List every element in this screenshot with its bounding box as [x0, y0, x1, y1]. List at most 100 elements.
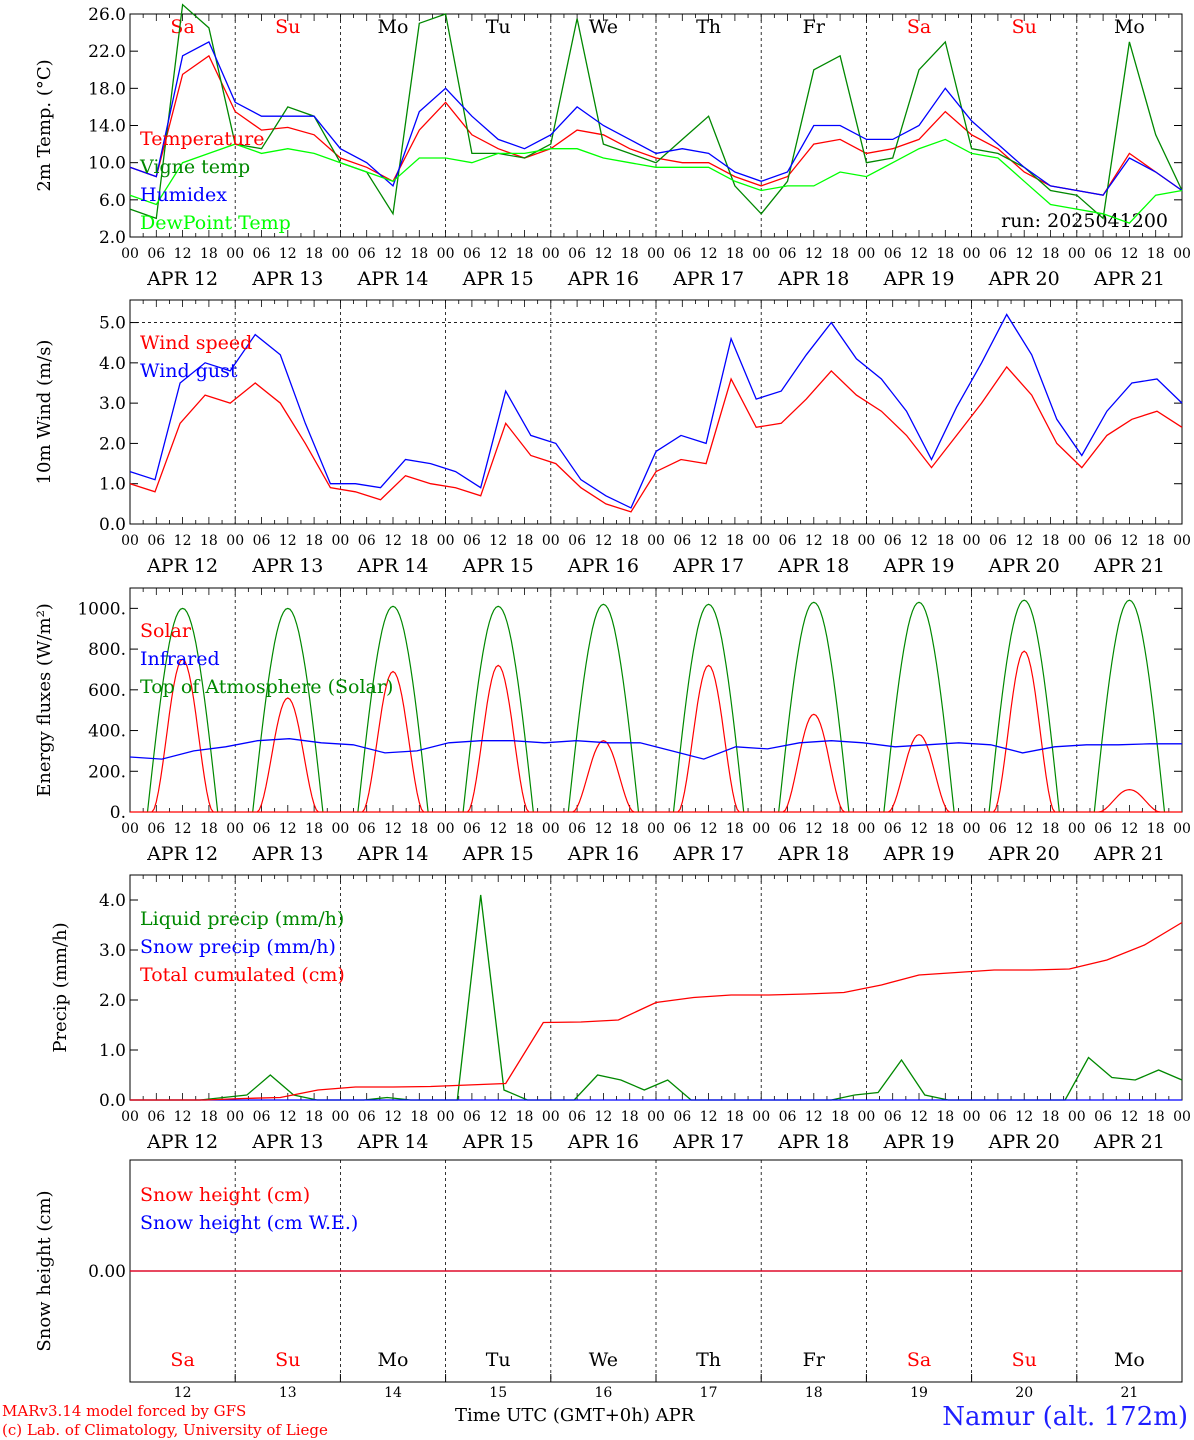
- legend-entry: Liquid precip (mm/h): [140, 908, 344, 930]
- x-hour-label: 00: [1068, 533, 1086, 549]
- x-hour-label: 06: [779, 533, 797, 549]
- x-hour-label: 06: [673, 1109, 691, 1125]
- x-date-label: APR 21: [1093, 268, 1165, 290]
- x-hour-label: 06: [463, 533, 481, 549]
- y-axis-label: 10m Wind (m/s): [34, 340, 55, 485]
- x-hour-label: 18: [410, 533, 428, 549]
- legend-entry: Wind gust: [140, 360, 238, 382]
- x-hour-label: 06: [989, 1109, 1007, 1125]
- x-hour-label: 18: [831, 246, 849, 262]
- y-tick-label: 400.: [88, 722, 126, 742]
- day-name-label: Su: [275, 1349, 300, 1371]
- series-line-solar: [1098, 788, 1161, 813]
- x-hour-label: 00: [121, 1109, 139, 1125]
- x-date-label: APR 21: [1093, 1131, 1165, 1153]
- x-hour-label: 12: [384, 821, 402, 837]
- x-hour-label: 18: [516, 246, 534, 262]
- x-hour-label: 06: [358, 821, 376, 837]
- legend-entry: DewPoint Temp: [140, 212, 291, 234]
- x-date-label: APR 18: [777, 268, 849, 290]
- day-name-label: Th: [696, 1349, 721, 1371]
- series-line-solar: [887, 733, 951, 813]
- x-hour-label: 06: [884, 246, 902, 262]
- x-hour-label: 00: [857, 246, 875, 262]
- x-date-label: APR 16: [567, 555, 639, 577]
- x-hour-label: 06: [147, 821, 165, 837]
- day-name-label: Sa: [170, 16, 194, 38]
- series-line-temp: [129, 54, 1183, 196]
- x-hour-label: 12: [279, 533, 297, 549]
- y-tick-label: 4.0: [99, 891, 126, 911]
- x-hour-label: 18: [200, 1109, 218, 1125]
- x-hour-label: 12: [489, 533, 507, 549]
- x-hour-label: 00: [437, 246, 455, 262]
- x-hour-label: 00: [647, 533, 665, 549]
- series-line-infrared: [129, 738, 1182, 760]
- x-hour-label: 18: [305, 821, 323, 837]
- x-date-label: APR 20: [988, 555, 1060, 577]
- x-hour-label: 00: [331, 533, 349, 549]
- x-hour-label: 18: [1042, 821, 1060, 837]
- x-date-label: APR 18: [777, 1131, 849, 1153]
- x-hour-label: 00: [647, 1109, 665, 1125]
- day-number-label: 13: [279, 1385, 297, 1400]
- x-date-label: APR 18: [777, 843, 849, 865]
- series-line-solar: [782, 713, 845, 813]
- x-hour-label: 18: [726, 246, 744, 262]
- x-hour-label: 12: [174, 533, 192, 549]
- x-hour-label: 18: [410, 821, 428, 837]
- legend-entry: Temperature: [140, 128, 264, 150]
- x-hour-label: 12: [489, 1109, 507, 1125]
- x-date-label: APR 13: [251, 843, 323, 865]
- x-date-label: APR 15: [462, 1131, 534, 1153]
- x-hour-label: 12: [805, 1109, 823, 1125]
- x-date-label: APR 16: [567, 1131, 639, 1153]
- x-hour-label: 12: [1120, 246, 1138, 262]
- x-hour-label: 12: [1015, 533, 1033, 549]
- x-hour-label: 12: [489, 821, 507, 837]
- x-hour-label: 06: [884, 821, 902, 837]
- day-name-label: Mo: [378, 1349, 409, 1371]
- model-footnote: MARv3.14 model forced by GFS: [2, 1402, 247, 1420]
- x-hour-label: 18: [1042, 1109, 1060, 1125]
- x-hour-label: 18: [726, 1109, 744, 1125]
- day-number-label: 17: [700, 1385, 718, 1400]
- x-hour-label: 18: [726, 821, 744, 837]
- x-date-label: APR 19: [882, 843, 954, 865]
- x-hour-label: 06: [779, 1109, 797, 1125]
- y-tick-label: 0.0: [99, 515, 126, 535]
- day-name-label: We: [589, 1349, 618, 1371]
- x-hour-label: 06: [147, 533, 165, 549]
- x-hour-label: 00: [1173, 533, 1191, 549]
- y-tick-label: 10.0: [88, 154, 126, 174]
- day-name-label: Su: [275, 16, 300, 38]
- series-line-toa: [146, 607, 219, 813]
- day-name-label: Tu: [486, 1349, 511, 1371]
- y-tick-label: 22.0: [88, 42, 126, 62]
- panel-frame: [129, 299, 1183, 525]
- series-line-wind: [129, 365, 1183, 513]
- x-hour-label: 18: [1042, 246, 1060, 262]
- x-hour-label: 12: [910, 1109, 928, 1125]
- x-hour-label: 00: [963, 821, 981, 837]
- x-hour-label: 12: [700, 533, 718, 549]
- x-hour-label: 00: [963, 533, 981, 549]
- run-label: run: 2025041200: [1001, 210, 1168, 232]
- x-hour-label: 18: [936, 821, 954, 837]
- x-hour-label: 00: [226, 246, 244, 262]
- legend-entry: Snow height (cm W.E.): [140, 1212, 358, 1234]
- day-number-label: 20: [1015, 1385, 1033, 1400]
- x-hour-label: 18: [936, 1109, 954, 1125]
- panel-frame: [129, 587, 1183, 813]
- x-date-label: APR 15: [462, 268, 534, 290]
- x-hour-label: 06: [463, 1109, 481, 1125]
- y-tick-label: 18.0: [88, 79, 126, 99]
- x-hour-label: 18: [831, 533, 849, 549]
- day-name-label: Fr: [803, 16, 826, 38]
- day-name-label: Th: [696, 16, 721, 38]
- x-hour-label: 18: [305, 1109, 323, 1125]
- y-tick-label: 0.: [110, 803, 126, 823]
- x-hour-label: 18: [936, 246, 954, 262]
- x-date-label: APR 14: [356, 1131, 428, 1153]
- x-hour-label: 00: [1068, 821, 1086, 837]
